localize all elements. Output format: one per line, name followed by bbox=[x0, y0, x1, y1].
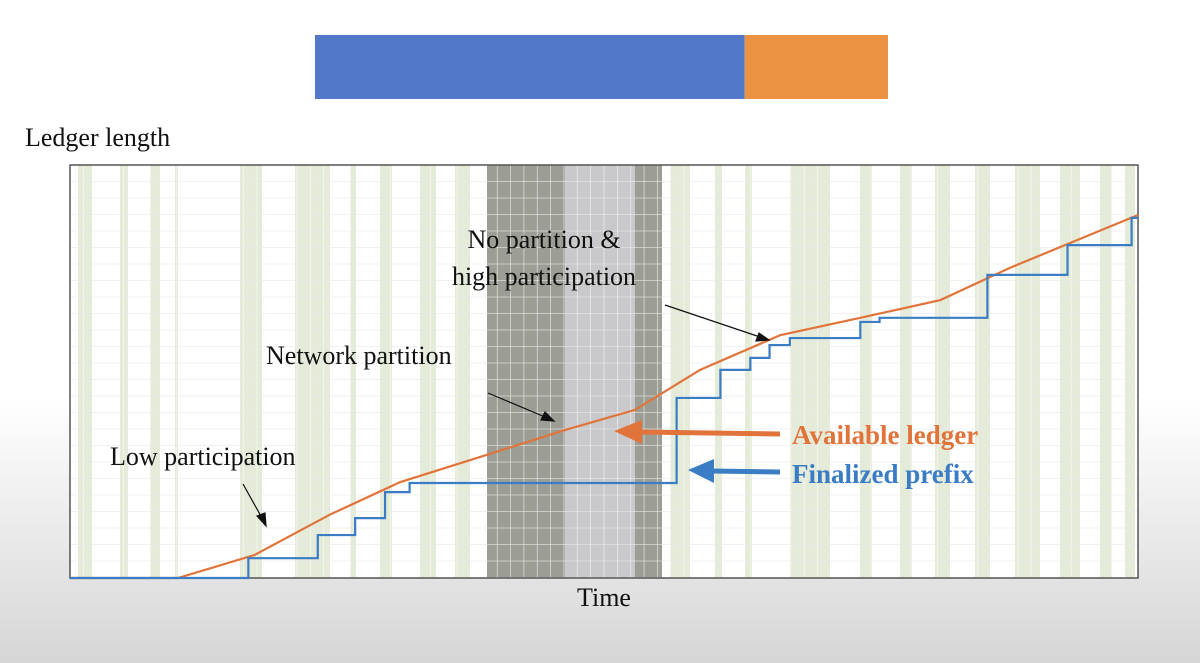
participation-band bbox=[1060, 165, 1080, 578]
participation-band bbox=[78, 165, 92, 578]
participation-band bbox=[350, 165, 356, 578]
partition-band-inner bbox=[565, 165, 635, 578]
participation-band bbox=[120, 165, 128, 578]
participation-band bbox=[975, 165, 990, 578]
participation-band bbox=[420, 165, 436, 578]
participation-band bbox=[455, 165, 470, 578]
arrow bbox=[664, 304, 761, 338]
participation-band bbox=[790, 165, 830, 578]
series-line bbox=[70, 213, 1139, 580]
annotation: No partition & bbox=[467, 225, 620, 254]
legend-arrows bbox=[614, 420, 781, 483]
participation-band bbox=[295, 165, 330, 578]
participation-band bbox=[380, 165, 392, 578]
series-line bbox=[70, 216, 1138, 580]
participation-band bbox=[715, 165, 722, 578]
legend-entry: Available ledger bbox=[792, 420, 978, 450]
x-axis-label: Time bbox=[577, 583, 631, 612]
bar-segment bbox=[744, 35, 888, 99]
plot-frame bbox=[69, 164, 1139, 579]
participation-band bbox=[900, 165, 912, 578]
annotation: Low participation bbox=[110, 442, 296, 471]
participation-band bbox=[745, 165, 752, 578]
participation-band bbox=[240, 165, 262, 578]
arrow bbox=[487, 392, 546, 418]
participation-band bbox=[670, 165, 690, 578]
participation-band bbox=[150, 165, 160, 578]
legend-arrow bbox=[711, 468, 781, 475]
arrow-head bbox=[540, 410, 556, 422]
arrow-head bbox=[755, 332, 771, 342]
legend-entry: Finalized prefix bbox=[792, 459, 974, 489]
participation-band bbox=[1125, 165, 1135, 578]
y-axis-label: Ledger length bbox=[25, 123, 170, 152]
annotation: high participation bbox=[452, 262, 636, 291]
bar-segment bbox=[315, 35, 745, 99]
legend-arrow-head bbox=[614, 420, 642, 444]
participation-band bbox=[1015, 165, 1040, 578]
arrow-head bbox=[255, 512, 267, 528]
participation-band bbox=[1100, 165, 1112, 578]
participation-band bbox=[860, 165, 872, 578]
marks bbox=[70, 35, 1139, 580]
legend-arrow-head bbox=[688, 459, 714, 483]
annotation: Network partition bbox=[266, 341, 452, 370]
plot-background bbox=[69, 164, 1139, 579]
annotation-arrows bbox=[242, 304, 771, 528]
legend-arrow bbox=[639, 429, 781, 437]
participation-band bbox=[935, 165, 950, 578]
arrow bbox=[242, 483, 263, 519]
